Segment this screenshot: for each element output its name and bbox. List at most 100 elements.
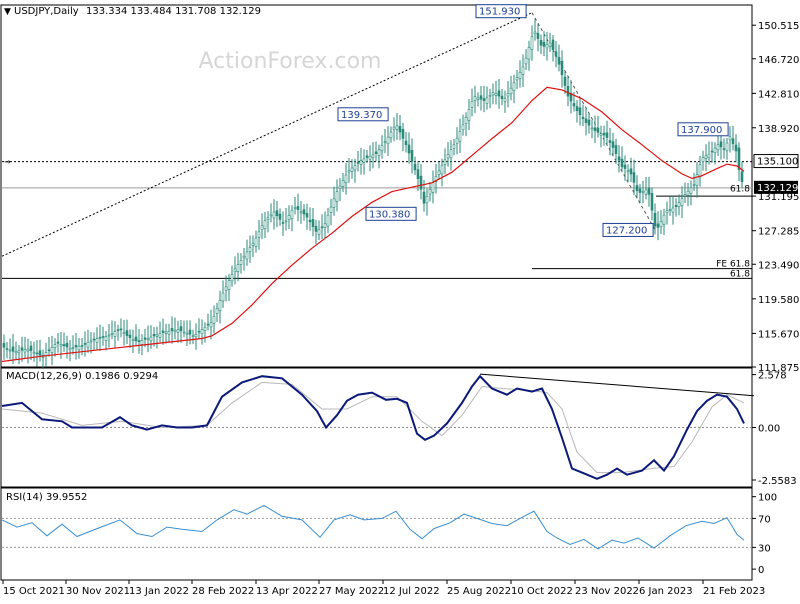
rsi-panel [1, 504, 752, 550]
candle-body [65, 342, 69, 348]
candle-body [401, 129, 405, 139]
annotation-label: 130.380 [369, 209, 410, 220]
candle-body [335, 191, 339, 202]
candle-body [689, 187, 693, 194]
candle-body [191, 335, 195, 337]
candle-body [80, 345, 84, 347]
candle-body [179, 326, 183, 332]
annotation-label: 137.900 [681, 125, 722, 136]
price-panel: 151.930 139.370 130.380 137.900 127.200 FE 61… [1, 4, 752, 369]
candle-body [476, 97, 480, 100]
candle-body [479, 95, 483, 100]
fib-label: 61.8 [730, 269, 750, 279]
candle-body [608, 140, 612, 143]
annotation-box [365, 206, 417, 221]
candle-body [149, 336, 153, 342]
candle-body [716, 144, 720, 151]
candle-body [521, 66, 525, 75]
y-tick-label: 111.875 [758, 363, 799, 374]
x-tick-label: 21 Feb 2023 [703, 586, 765, 597]
macd-title: MACD(12,26,9) 0.1986 0.9294 [6, 371, 158, 382]
x-tick-label: 13 Apr 2022 [256, 586, 318, 597]
annotation-label: 127.200 [606, 225, 647, 236]
candle-body [38, 350, 42, 356]
candle-body [200, 329, 204, 335]
candle-body [737, 147, 741, 170]
candle-body [95, 338, 99, 343]
candle-body [575, 106, 579, 112]
candle-body [395, 125, 399, 130]
candle-body [113, 331, 117, 337]
candle-body [572, 103, 576, 107]
candle-body [53, 344, 57, 348]
candle-body [23, 349, 27, 353]
candle-body [446, 154, 450, 159]
candle-body [50, 347, 54, 353]
candle-body [620, 158, 624, 168]
current-price-tag-label: 132.129 [757, 183, 798, 194]
candle-body [719, 141, 723, 148]
candle-body [11, 346, 15, 352]
candle-body [548, 42, 552, 47]
annotation-label: 139.370 [341, 110, 382, 121]
candle-body [56, 341, 60, 344]
candle-body [536, 32, 540, 39]
y-tick-label: 123.490 [758, 260, 799, 271]
candle-body [530, 36, 534, 50]
candle-body [278, 213, 282, 220]
rsi-y-tick-label: 0 [758, 565, 764, 576]
x-tick-label: 6 Jan 2023 [639, 586, 693, 597]
annotation-box [677, 122, 729, 137]
candle-body [233, 268, 237, 273]
y-tick-label: 127.285 [758, 227, 799, 238]
candle-body [533, 31, 537, 35]
candle-body [377, 149, 381, 156]
x-tick-label: 23 Nov 2022 [575, 586, 639, 597]
candle-body [263, 220, 267, 230]
macd-panel [1, 373, 755, 480]
candle-body [365, 155, 369, 158]
candle-body [425, 196, 429, 204]
candle-body [449, 149, 453, 159]
annotation-box [602, 222, 654, 237]
candle-body [185, 332, 189, 335]
candle-body [137, 340, 141, 342]
candle-body [275, 210, 279, 216]
macd-y-tick-label: -2.5583 [758, 476, 797, 487]
candle-body [557, 57, 561, 65]
candle-body [308, 219, 312, 223]
candle-body [647, 187, 651, 195]
macd-trendline [479, 373, 755, 397]
candle-body [416, 169, 420, 179]
candle-body [83, 343, 87, 345]
candle-body [230, 274, 234, 282]
level-price-tag-label: 135.100 [757, 157, 798, 168]
candle-body [14, 351, 18, 354]
candle-body [290, 209, 294, 219]
candle-body [578, 107, 582, 115]
candle-body [605, 132, 609, 138]
candle-body [293, 207, 297, 209]
candle-body [155, 334, 159, 337]
candle-body [668, 209, 672, 211]
candle-body [317, 229, 321, 235]
candle-body [161, 330, 165, 333]
candle-body [635, 185, 639, 191]
dropdown-triangle-icon[interactable]: ▼ [4, 7, 11, 17]
candle-body [674, 205, 678, 207]
candle-body [413, 163, 417, 171]
candle-body [206, 323, 210, 326]
candle-body [77, 345, 81, 351]
candle-body [740, 171, 744, 183]
candle-body [125, 330, 129, 337]
candle-body [281, 222, 285, 224]
candle-body [611, 141, 615, 148]
candle-body [350, 167, 354, 172]
candle-body [686, 190, 690, 196]
candle-body [29, 345, 33, 351]
rsi-line [1, 504, 745, 550]
annotation-box [337, 107, 389, 122]
candle-body [122, 332, 126, 335]
candle-body [320, 226, 324, 229]
candle-body [170, 328, 174, 332]
